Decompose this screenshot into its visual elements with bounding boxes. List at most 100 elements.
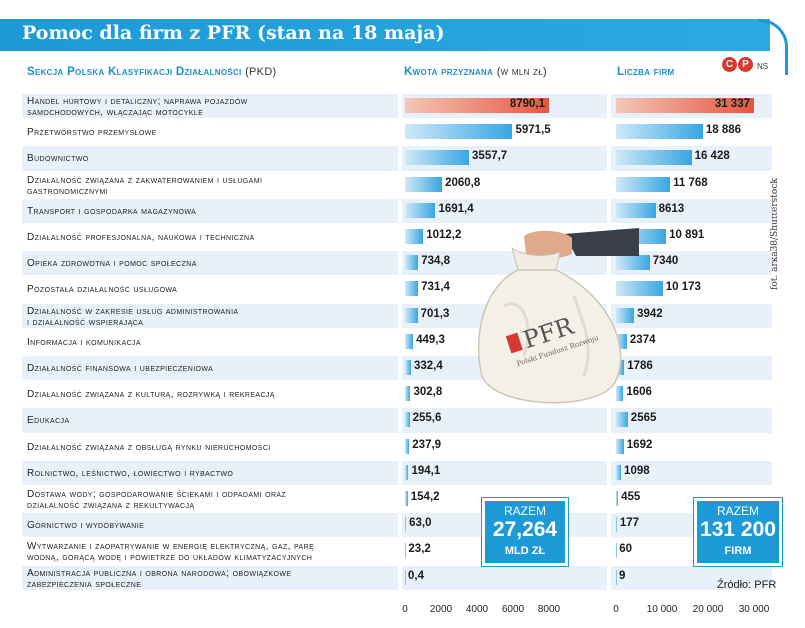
firms-value-label: 1786 — [627, 360, 653, 372]
category-label-line: samochodowych, włączając motocykle — [27, 107, 204, 118]
pfr-logo-icon — [505, 332, 523, 354]
amount-axis-tick: 2000 — [429, 604, 453, 615]
suit-sleeve — [564, 228, 639, 256]
category-label-line: gastronomicznymi — [27, 185, 109, 197]
bag-folds — [503, 295, 590, 377]
firms-bar — [616, 438, 624, 454]
firms-bar — [616, 98, 754, 113]
table-row: Górnictwo i wydobywanie — [22, 513, 772, 538]
table-row: Edukacja — [22, 408, 772, 433]
category-label: Informacja i komunikacja — [27, 337, 141, 348]
firms-value-label: 10 891 — [669, 229, 705, 241]
header-firms: Liczba firm — [617, 66, 675, 78]
amount-bar — [405, 517, 407, 533]
firms-value-label: 2565 — [630, 412, 657, 425]
firms-bar — [616, 517, 617, 533]
amount-value-label: 255,6 — [412, 412, 442, 425]
table-row: Działalność związana z kulturą, rozrywką… — [22, 382, 772, 406]
amount-value-label: 154,2 — [410, 491, 440, 503]
table-row: Wytwarzanie i zaopatrywanie w energię el… — [22, 539, 772, 563]
category-label: Transport i gospodarka magazynowa — [27, 206, 196, 217]
amount-value-label: 449,3 — [416, 333, 445, 346]
category-label-line: Dostawa wody; gospodarowanie ściekami i … — [27, 489, 287, 500]
photo-credit: fot. arka38/Shutterstock — [770, 178, 780, 290]
amount-bar — [405, 464, 409, 480]
header-sector: Sekcja Polska Klasyfikacji Działalności … — [27, 66, 277, 78]
amount-axis-tick: 6000 — [501, 604, 525, 615]
table-row: Pozostała działalność usługowa — [22, 277, 772, 301]
category-label: Opieka zdrowotna i pomoc społeczna — [27, 258, 197, 269]
category-label-line: Informacja i komunikacja — [27, 336, 141, 348]
firms-axis-tick: 30 000 — [738, 604, 770, 615]
firms-bar — [616, 543, 617, 559]
firms-bar — [616, 412, 628, 428]
amount-bar — [405, 386, 411, 402]
category-label-line: wodną, gorącą wodę i powietrze do układó… — [27, 552, 313, 564]
firms-value-label: 16 428 — [694, 150, 730, 163]
firms-value-label: 455 — [621, 491, 641, 503]
table-row: Działalność związana z obsługą rynku nie… — [22, 435, 772, 459]
category-label: Rolnictwo, leśnictwo, łowiectwo i rybact… — [27, 468, 233, 479]
table-row: Dostawa wody; gospodarowanie ściekami i … — [22, 487, 772, 511]
category-label: Przetwórstwo przemysłowe — [27, 127, 157, 138]
firms-value-label: 3942 — [637, 307, 663, 320]
category-label: Działalność związana z kulturą, rozrywką… — [27, 389, 275, 400]
amount-bar — [405, 281, 419, 297]
firms-bar — [616, 124, 703, 140]
category-label: Działalność w zakresie usług administrow… — [27, 306, 238, 328]
table-row: Rolnictwo, leśnictwo, łowiectwo i rybact… — [22, 460, 772, 485]
category-label-line: Handel hurtowy i detaliczny; naprawa poj… — [27, 96, 248, 107]
amount-bar — [405, 438, 410, 454]
amount-value-label: 731,4 — [421, 281, 450, 294]
category-label: Edukacja — [27, 415, 70, 426]
brand-ns: NS — [757, 62, 769, 71]
amount-value-label: 1012,2 — [426, 229, 462, 241]
firms-bar — [616, 202, 656, 218]
firms-value-label: 1098 — [624, 464, 650, 477]
table-row: Informacja i komunikacja — [22, 330, 772, 354]
category-label: Pozostała działalność usługowa — [27, 284, 177, 295]
category-label-line: Pozostała działalność usługowa — [27, 284, 178, 296]
firms-value-label: 177 — [619, 517, 639, 530]
table-row: Działalność związana z zakwaterowaniem i… — [22, 173, 772, 197]
firms-bar — [616, 281, 663, 297]
category-label-line: Działalność związana z zakwaterowaniem i… — [27, 174, 263, 186]
firms-value-label: 1692 — [626, 438, 653, 451]
source-note: Źródło: PFR — [717, 579, 777, 591]
amount-axis-tick: 0 — [402, 604, 408, 615]
amount-value-label: 1691,4 — [438, 202, 474, 215]
total-amount-label: RAZEM — [504, 504, 546, 518]
category-label-line: Administracja publiczna i obrona narodow… — [27, 567, 292, 579]
amount-value-label: 5971,5 — [515, 124, 551, 137]
table-row: Działalność finansowa i ubezpieczeniowa — [22, 356, 772, 381]
category-label-line: Edukacja — [27, 415, 70, 427]
amount-bar — [405, 307, 418, 323]
firms-bar — [616, 386, 624, 402]
category-label-line: Budownictwo — [27, 153, 89, 165]
amount-bar — [405, 412, 410, 428]
title-bar — [0, 19, 770, 51]
amount-bar — [405, 124, 513, 140]
category-label: Działalność związana z obsługą rynku nie… — [27, 442, 271, 453]
category-label-line: Wytwarzanie i zaopatrywanie w energię el… — [27, 541, 315, 553]
category-label: Wytwarzanie i zaopatrywanie w energię el… — [27, 541, 314, 563]
category-label-line: zabezpieczenia społeczne — [27, 578, 142, 590]
category-label-line: Działalność związana z kulturą, rozrywką… — [27, 389, 275, 401]
amount-bar — [405, 98, 549, 113]
category-label-line: Przetwórstwo przemysłowe — [27, 127, 157, 139]
category-label: Administracja publiczna i obrona narodow… — [27, 568, 291, 590]
firms-value-label: 1606 — [626, 386, 652, 399]
amount-value-label: 237,9 — [412, 438, 442, 451]
category-label: Górnictwo i wydobywanie — [27, 520, 144, 531]
amount-value-label: 734,8 — [421, 255, 450, 268]
firms-value-label: 10 173 — [665, 281, 701, 294]
firms-value-label: 2374 — [629, 333, 656, 346]
total-firms-label: RAZEM — [717, 504, 759, 518]
category-label-line: Działalność profesjonalna, naukowa i tec… — [27, 232, 255, 243]
amount-bar — [405, 150, 470, 166]
firms-bar — [616, 333, 627, 349]
category-label-line: Górnictwo i wydobywanie — [27, 520, 145, 532]
firms-bar — [616, 307, 635, 323]
amount-value-label: 194,1 — [411, 464, 441, 477]
money-bag-illustration: PFR Polski Fundusz Rozwoju — [477, 228, 639, 404]
